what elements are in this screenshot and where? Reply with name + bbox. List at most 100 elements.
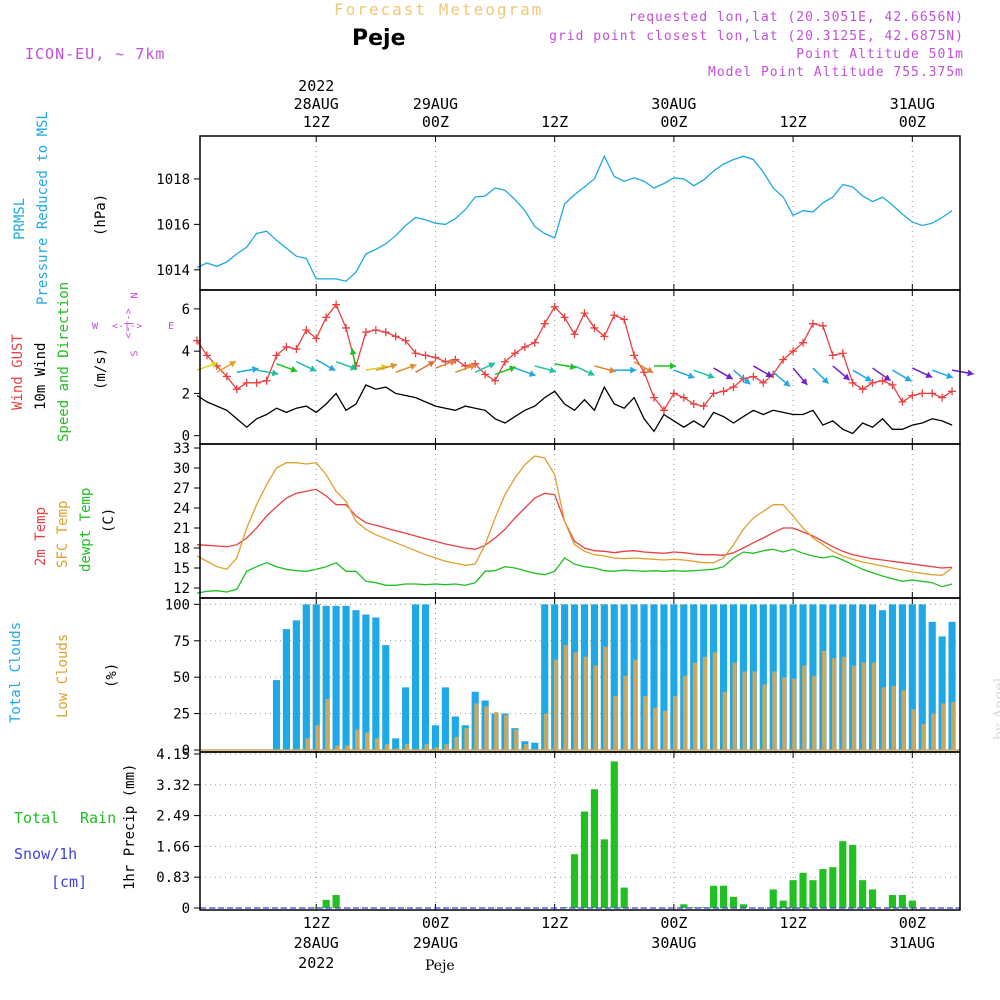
gust-marker (630, 351, 639, 360)
wind-arrow-head (210, 361, 218, 368)
top-time-label: 00Z (899, 113, 926, 131)
gust-marker (252, 378, 261, 387)
gust-marker (332, 300, 341, 309)
bar-low-clouds (474, 703, 479, 750)
bar-low-clouds (881, 687, 886, 750)
gust-marker (411, 349, 420, 358)
gust-marker (669, 389, 678, 398)
y-tick-label: 21 (173, 521, 190, 537)
gust-marker (650, 393, 659, 402)
bar-low-clouds (573, 652, 578, 750)
bar-low-clouds (305, 738, 310, 750)
gust-marker (500, 357, 509, 366)
wind-arrow-head (925, 371, 933, 378)
bar-total-clouds (948, 621, 956, 750)
bar-total-rain (610, 761, 618, 908)
bar-low-clouds (553, 659, 558, 750)
bar-low-clouds (613, 696, 618, 750)
wind-arrow-head (409, 363, 417, 371)
bar-low-clouds (494, 712, 499, 750)
bar-low-clouds (911, 709, 916, 750)
bar-low-clouds (762, 684, 767, 750)
y-tick-label: 0 (182, 743, 190, 759)
bar-low-clouds (484, 706, 489, 750)
y-tick-label: 0 (182, 429, 190, 445)
y-tick-label: 27 (173, 481, 190, 497)
wind-arrow-head (687, 372, 695, 379)
bar-total-rain (710, 885, 718, 908)
bar-low-clouds (792, 678, 797, 750)
bar-low-clouds (841, 656, 847, 750)
bar-low-clouds (504, 715, 509, 750)
bar-total-clouds (789, 604, 797, 750)
bar-total-rain (849, 844, 857, 908)
gust-marker (689, 399, 698, 408)
gust-marker (421, 351, 430, 360)
gust-marker (550, 302, 559, 311)
gust-marker (282, 342, 291, 351)
y-tick-label: 4.15 (156, 747, 190, 763)
series-line-dewpt-temp (196, 548, 953, 594)
bar-total-clouds (352, 610, 360, 750)
bar-total-clouds (650, 604, 658, 750)
y-tick-label: 12 (173, 581, 190, 597)
model-point-altitude: Model Point Altitude 755.375m (708, 65, 964, 80)
bar-low-clouds (951, 701, 956, 750)
bottom-location-label: Peje (425, 958, 455, 974)
bar-low-clouds (682, 675, 688, 750)
bottom-time-label: 31AUG (890, 934, 935, 952)
bar-low-clouds (931, 713, 936, 750)
bar-total-clouds (362, 614, 370, 750)
gust-marker (659, 406, 668, 415)
bar-low-clouds (345, 745, 350, 750)
bar-low-clouds (851, 665, 856, 750)
wind-arrow-head (800, 378, 808, 385)
precip-snow-label: Snow/1h (14, 845, 78, 863)
gust-marker (799, 338, 808, 347)
wind-arrow-head (488, 362, 496, 369)
bar-low-clouds (633, 659, 638, 750)
gust-marker (918, 389, 927, 398)
bar-total-rain (868, 889, 877, 908)
bar-low-clouds (861, 662, 866, 750)
y-tick-label: 3.32 (156, 778, 190, 794)
wind-arrow-head (630, 366, 637, 374)
gust-marker (679, 393, 688, 402)
bar-low-clouds (712, 652, 717, 750)
bar-low-clouds (335, 745, 340, 750)
bar-low-clouds (732, 662, 737, 750)
top-time-label: 29AUG (413, 95, 458, 113)
wind-arrow-head (842, 373, 850, 381)
top-time-label: 00Z (660, 113, 687, 131)
y-tick-label: 2.49 (156, 809, 190, 825)
wind-arrow-head (390, 362, 398, 370)
bar-total-clouds (908, 604, 916, 750)
gust-marker (779, 355, 788, 364)
wind-arrow-head (864, 375, 872, 382)
bar-low-clouds (752, 671, 757, 750)
bar-low-clouds (424, 744, 429, 750)
top-time-label: 12Z (541, 113, 568, 131)
y-tick-label: 15 (173, 561, 190, 577)
gust-marker (222, 372, 231, 381)
wind-arrow-head (508, 365, 516, 373)
bar-low-clouds (523, 744, 529, 750)
wind-arrow-head (309, 365, 317, 372)
precip-cm-label: [cm] (51, 873, 88, 891)
gust-marker (858, 385, 867, 394)
bar-low-clouds (822, 650, 827, 750)
bar-low-clouds (563, 645, 568, 750)
y-tick-label: 24 (173, 501, 190, 517)
wind-arrow-head (549, 366, 557, 374)
bar-total-clouds (451, 716, 459, 750)
bar-low-clouds (404, 744, 409, 750)
bar-low-clouds (434, 747, 439, 750)
gust-marker (391, 332, 400, 341)
bar-total-clouds (759, 604, 767, 750)
bar-total-clouds (322, 605, 330, 750)
location-title: Peje (352, 26, 406, 51)
bar-low-clouds (812, 675, 817, 750)
bar-low-clouds (543, 713, 549, 750)
wind-arrow-head (569, 363, 577, 371)
gust-marker (878, 376, 887, 385)
